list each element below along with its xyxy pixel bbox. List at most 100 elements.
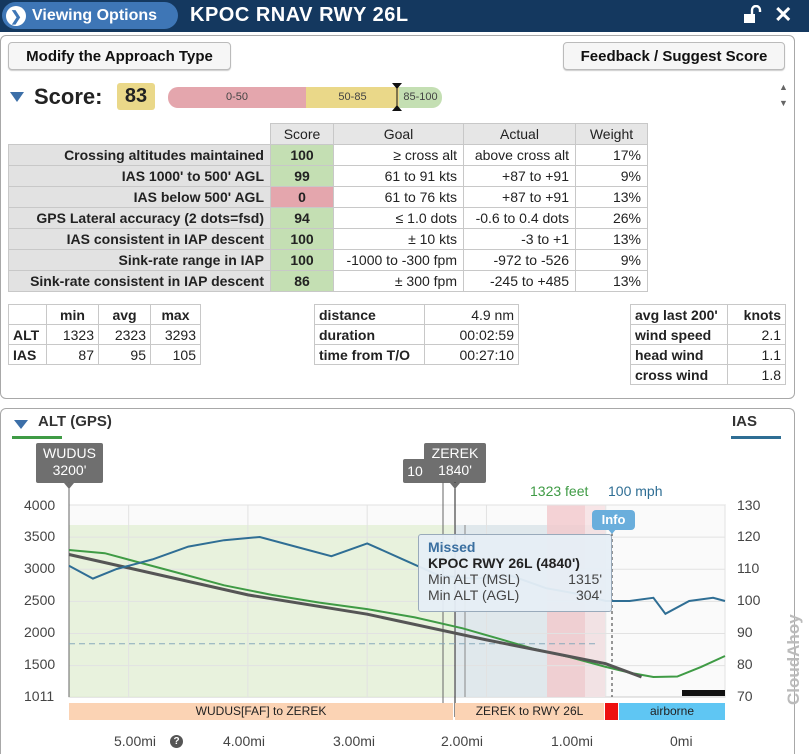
criterion-weight: 13% [575, 228, 648, 250]
criterion-actual: -972 to -526 [463, 249, 576, 271]
criterion-goal: 61 to 76 kts [333, 186, 464, 208]
stats-table: min avg max ALT 1323 2323 3293 IAS 87 95… [8, 304, 201, 365]
table-row: IAS 1000' to 500' AGL 99 61 to 91 kts +8… [8, 165, 648, 187]
score-band-low: 0-50 [168, 87, 306, 108]
feedback-button[interactable]: Feedback / Suggest Score [563, 42, 785, 70]
criterion-goal: ≤ 1.0 dots [333, 207, 464, 229]
segment-missed-marker[interactable] [605, 703, 618, 720]
y-left-tick-label: 3500 [24, 528, 56, 544]
distance-table: distance 4.9 nm duration 00:02:59 time f… [314, 304, 519, 365]
column-header: Weight [575, 123, 648, 145]
alt-series-label[interactable]: ALT (GPS) [38, 413, 112, 430]
criterion-label: Sink-rate consistent in IAP descent [8, 270, 271, 292]
x-tick-label: 3.00mi [333, 733, 376, 749]
table-row: cross wind 1.8 [630, 364, 786, 385]
table-row: GPS Lateral accuracy (2 dots=fsd) 94 ≤ 1… [8, 207, 648, 229]
y-right-tick-label: 100 [737, 592, 761, 608]
row-label: duration [314, 324, 425, 345]
criterion-label: GPS Lateral accuracy (2 dots=fsd) [8, 207, 271, 229]
column-header: Score [270, 123, 334, 145]
fix-label-wudus[interactable]: WUDUS 3200' [36, 443, 103, 483]
stat-avg: 2323 [98, 324, 151, 345]
fix-label-zerek[interactable]: ZEREK 1840' [424, 443, 486, 483]
table-row: IAS consistent in IAP descent 100 ± 10 k… [8, 228, 648, 250]
criterion-actual: +87 to +91 [463, 186, 576, 208]
table-row: wind speed 2.1 [630, 324, 786, 345]
row-label: wind speed [630, 324, 728, 345]
criterion-label: IAS consistent in IAP descent [8, 228, 271, 250]
column-header: avg [98, 304, 151, 325]
ias-readout: 100 mph [608, 483, 663, 499]
criterion-weight: 9% [575, 165, 648, 187]
segment-wudus-zerek[interactable]: WUDUS[FAF] to ZEREK [69, 703, 453, 720]
x-tick-label: 4.00mi [223, 733, 266, 749]
y-right-tick-label: 130 [737, 497, 761, 513]
table-row: Crossing altitudes maintained 100 ≥ cros… [8, 144, 648, 166]
info-button[interactable]: Info [592, 510, 635, 530]
viewing-options-label: Viewing Options [32, 6, 158, 24]
tooltip-row-label: Min ALT (AGL) [428, 587, 520, 603]
scroll-down-icon[interactable]: ▼ [779, 98, 788, 108]
table-corner [8, 304, 47, 325]
help-icon[interactable]: ? [170, 735, 183, 748]
stat-min: 87 [46, 344, 99, 365]
y-left-tick-label: 2500 [24, 592, 56, 608]
y-right-tick-label: 120 [737, 528, 761, 544]
criterion-label: IAS below 500' AGL [8, 186, 271, 208]
criterion-score: 94 [270, 207, 334, 229]
y-left-tick-label: 1500 [24, 656, 56, 672]
modify-approach-button[interactable]: Modify the Approach Type [8, 42, 231, 70]
criterion-score: 0 [270, 186, 334, 208]
criterion-score: 100 [270, 249, 334, 271]
row-label: head wind [630, 344, 728, 365]
table-row: time from T/O 00:27:10 [314, 344, 519, 365]
row-value: 00:27:10 [424, 344, 519, 365]
criterion-score: 100 [270, 228, 334, 250]
wind-table: avg last 200' knots wind speed 2.1 head … [630, 304, 786, 385]
table-row: ALT 1323 2323 3293 [8, 324, 201, 345]
fix-altitude: 1840' [438, 462, 472, 478]
tooltip-title: Missed [428, 539, 476, 555]
collapse-triangle-icon[interactable] [10, 92, 24, 102]
criterion-actual: +87 to +91 [463, 165, 576, 187]
fix-name: WUDUS [43, 445, 96, 461]
fix-label-partial[interactable]: 10 [403, 459, 427, 483]
scroll-up-icon[interactable]: ▲ [779, 82, 788, 92]
table-row: Sink-rate range in IAP 100 -1000 to -300… [8, 249, 648, 271]
criterion-score: 99 [270, 165, 334, 187]
score-band-high: 85-100 [399, 87, 442, 108]
tooltip-name: KPOC RWY 26L (4840') [428, 555, 580, 571]
stat-min: 1323 [46, 324, 99, 345]
criterion-label: Sink-rate range in IAP [8, 249, 271, 271]
y-left-tick-label: 1011 [24, 688, 55, 704]
row-label: distance [314, 304, 425, 325]
collapse-triangle-icon[interactable] [14, 420, 28, 429]
viewing-options-button[interactable]: ❯ Viewing Options [2, 2, 178, 29]
stat-max: 105 [150, 344, 201, 365]
segment-zerek-rwy[interactable]: ZEREK to RWY 26L [455, 703, 604, 720]
criterion-goal: ± 300 fpm [333, 270, 464, 292]
unlock-icon[interactable] [742, 4, 762, 30]
stat-max: 3293 [150, 324, 201, 345]
ias-series-label[interactable]: IAS [732, 413, 758, 430]
column-header: max [150, 304, 201, 325]
x-tick-label: 5.00mi [114, 733, 157, 749]
segment-airborne[interactable]: airborne [619, 703, 725, 720]
close-icon[interactable]: ✕ [774, 2, 793, 27]
approach-band-1 [69, 525, 454, 697]
alt-readout: 1323 feet [530, 483, 589, 499]
table-row: IAS 87 95 105 [8, 344, 201, 365]
x-tick-label: 2.00mi [441, 733, 484, 749]
column-header: avg last 200' [630, 304, 728, 325]
tooltip-row-label: Min ALT (MSL) [428, 571, 521, 587]
criterion-weight: 13% [575, 270, 648, 292]
score-band-mid: 50-85 [306, 87, 399, 108]
row-value: 1.1 [727, 344, 786, 365]
y-left-tick-label: 4000 [24, 497, 56, 513]
row-label: IAS [8, 344, 47, 365]
score-label: Score: [34, 84, 103, 109]
fix-altitude: 3200' [52, 462, 87, 478]
column-header: Goal [333, 123, 464, 145]
y-right-tick-label: 80 [737, 656, 753, 672]
flight-profile-chart[interactable] [0, 482, 809, 754]
